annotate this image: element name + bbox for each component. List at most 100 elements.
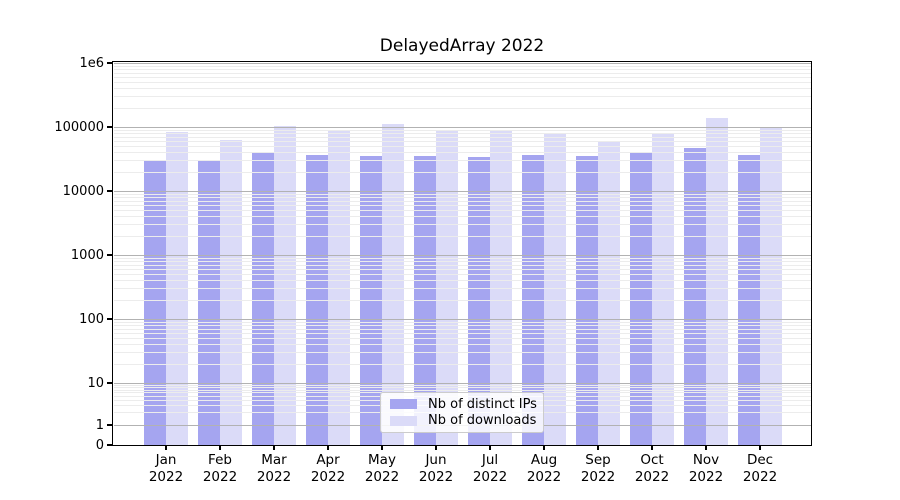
x-tick-label-feb: Feb 2022	[202, 452, 238, 485]
y-tick-label: 100	[79, 311, 104, 327]
gridline-minor	[113, 261, 811, 263]
gridline-minor	[113, 333, 811, 335]
gridline-minor	[113, 269, 811, 271]
gridline-minor	[113, 384, 811, 386]
gridline-major	[113, 190, 811, 192]
gridline-major	[113, 254, 811, 256]
y-tick-label: 10000	[62, 183, 104, 199]
bar-distinct-ips-oct	[630, 153, 652, 445]
bar-downloads-jun	[436, 129, 458, 445]
gridline-minor	[113, 141, 811, 143]
legend-item-distinct-ips: Nb of distinct IPs	[390, 396, 537, 412]
x-tick-mark	[219, 445, 221, 450]
x-tick-label-jul: Jul 2022	[472, 452, 508, 485]
y-tick-mark	[107, 382, 113, 384]
gridline-minor	[113, 363, 811, 365]
gridline-major	[113, 62, 811, 64]
bar-downloads-dec	[760, 127, 782, 445]
gridline-minor	[113, 344, 811, 346]
bar-downloads-jul	[490, 130, 512, 445]
y-tick-mark	[107, 444, 113, 446]
gridline-minor	[113, 65, 811, 67]
gridline-major	[113, 318, 811, 320]
gridline-minor	[113, 205, 811, 207]
x-tick-label-sep: Sep 2022	[580, 452, 616, 485]
gridline-minor	[113, 216, 811, 218]
gridline-minor	[113, 200, 811, 202]
gridline-minor	[113, 160, 811, 162]
y-tick-mark	[107, 254, 113, 256]
gridline-minor	[113, 82, 811, 84]
x-tick-label-jun: Jun 2022	[418, 452, 454, 485]
bar-downloads-mar	[274, 126, 296, 445]
gridline-minor	[113, 133, 811, 135]
bar-distinct-ips-nov	[684, 147, 706, 445]
legend-item-downloads: Nb of downloads	[390, 413, 537, 429]
gridline-minor	[113, 280, 811, 282]
gridline-minor	[113, 235, 811, 237]
gridline-minor	[113, 338, 811, 340]
gridline-minor	[113, 264, 811, 266]
x-tick-mark	[327, 445, 329, 450]
x-tick-label-nov: Nov 2022	[688, 452, 724, 485]
gridline-minor	[113, 210, 811, 212]
bar-downloads-jan	[166, 131, 188, 445]
x-tick-mark	[489, 445, 491, 450]
x-tick-mark	[381, 445, 383, 450]
gridline-minor	[113, 88, 811, 90]
y-tick-label: 0	[95, 437, 104, 453]
bar-downloads-apr	[328, 129, 350, 445]
gridline-minor	[113, 146, 811, 148]
x-tick-label-apr: Apr 2022	[310, 452, 346, 485]
gridline-minor	[113, 325, 811, 327]
y-tick-mark	[107, 318, 113, 320]
gridline-minor	[113, 96, 811, 98]
legend-swatch-downloads	[390, 415, 417, 426]
x-tick-mark	[759, 445, 761, 450]
gridline-minor	[113, 107, 811, 109]
chart-title: DelayedArray 2022	[379, 36, 545, 56]
bar-distinct-ips-jul	[468, 156, 490, 445]
gridline-minor	[113, 328, 811, 330]
gridline-minor	[113, 72, 811, 74]
y-tick-label: 1	[95, 417, 104, 433]
x-tick-label-dec: Dec 2022	[742, 452, 778, 485]
x-tick-mark	[651, 445, 653, 450]
legend-label-downloads: Nb of downloads	[428, 413, 537, 429]
bar-distinct-ips-feb	[198, 159, 220, 445]
legend-label-distinct-ips: Nb of distinct IPs	[428, 396, 537, 412]
gridline-minor	[113, 389, 811, 391]
gridline-minor	[113, 197, 811, 199]
gridline-minor	[113, 321, 811, 323]
x-tick-label-mar: Mar 2022	[256, 452, 292, 485]
gridline-minor	[113, 69, 811, 71]
x-tick-label-aug: Aug 2022	[526, 452, 562, 485]
bar-downloads-nov	[706, 118, 728, 445]
bar-distinct-ips-mar	[252, 152, 274, 445]
gridline-minor	[113, 387, 811, 389]
gridline-minor	[113, 224, 811, 226]
gridline-minor	[113, 77, 811, 79]
x-tick-label-jan: Jan 2022	[148, 452, 184, 485]
y-tick-mark	[107, 190, 113, 192]
gridline-minor	[113, 257, 811, 259]
gridline-minor	[113, 129, 811, 131]
x-tick-label-may: May 2022	[364, 452, 400, 485]
legend: Nb of distinct IPs Nb of downloads	[380, 392, 544, 433]
gridline-minor	[113, 193, 811, 195]
x-tick-mark	[273, 445, 275, 450]
y-tick-label: 10	[87, 375, 104, 391]
bar-downloads-feb	[220, 139, 242, 445]
y-tick-label: 1e6	[79, 55, 104, 71]
y-tick-label: 1000	[70, 247, 104, 263]
x-tick-mark	[705, 445, 707, 450]
gridline-minor	[113, 352, 811, 354]
gridline-minor	[113, 152, 811, 154]
y-tick-mark	[107, 62, 113, 64]
x-tick-mark	[435, 445, 437, 450]
x-tick-mark	[165, 445, 167, 450]
gridline-minor	[113, 288, 811, 290]
gridline-minor	[113, 299, 811, 301]
x-tick-label-oct: Oct 2022	[634, 452, 670, 485]
